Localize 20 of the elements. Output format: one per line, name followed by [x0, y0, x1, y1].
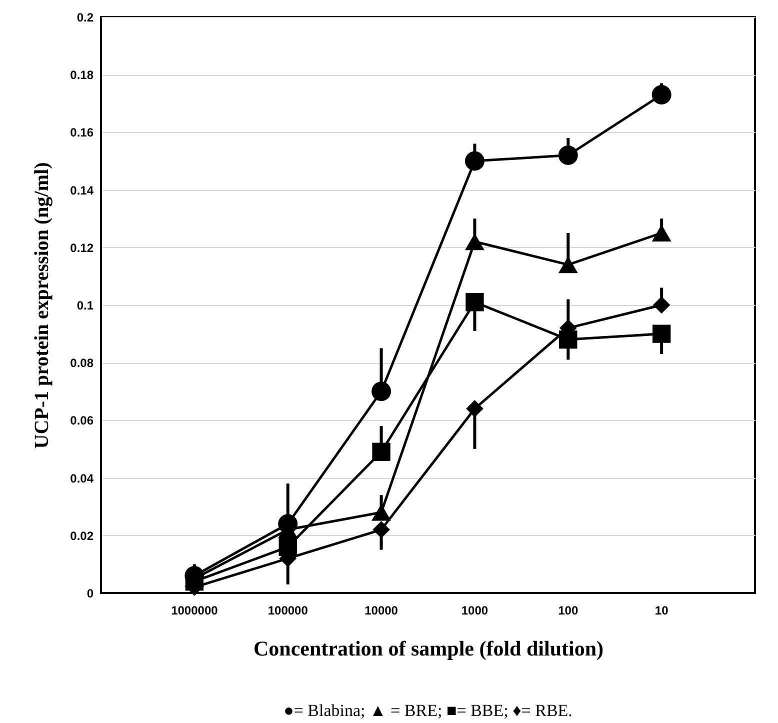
y-tick-label: 0 — [86, 586, 94, 600]
y-tick-label: 0.12 — [70, 240, 94, 255]
x-axis-title: Concentration of sample (fold dilution) — [253, 636, 604, 660]
x-tick-label: 1000000 — [171, 604, 218, 618]
x-tick-label: 1000 — [461, 604, 488, 618]
x-tick-label: 10 — [654, 604, 669, 618]
x-tick-label: 100000 — [268, 604, 308, 618]
y-tick-label: 0.08 — [70, 356, 94, 370]
y-tick-label: 0.04 — [70, 471, 94, 486]
y-tick-label: 0.16 — [70, 126, 94, 140]
y-tick-label: 0.18 — [70, 68, 94, 82]
text: ●= Blabina; ▲ = BRE; ■= BBE; ♦= RBE. — [284, 701, 572, 720]
y-tick-label: 0.02 — [70, 528, 94, 543]
x-tick-label: 100 — [558, 604, 578, 618]
y-tick-label: 0.06 — [70, 414, 94, 428]
y-tick-label: 0.2 — [76, 10, 94, 24]
y-axis-title: UCP-1 protein expression (ng/ml) — [31, 162, 54, 449]
y-tick-label: 0.1 — [76, 298, 94, 312]
y-tick-label: 0.14 — [70, 183, 94, 198]
x-tick-label: 10000 — [364, 604, 398, 618]
